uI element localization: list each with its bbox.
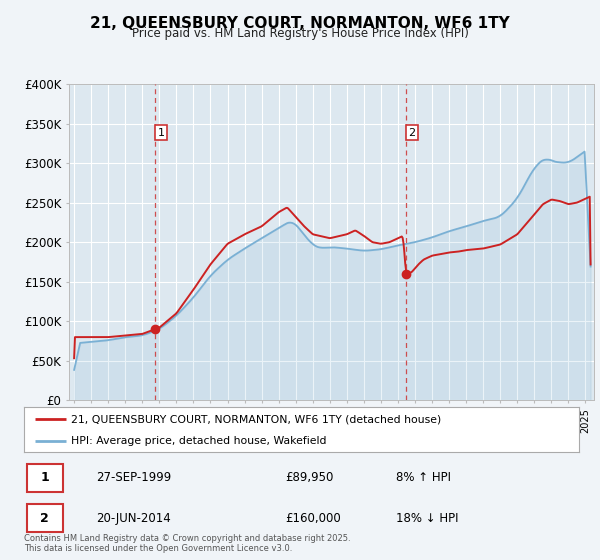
Text: 21, QUEENSBURY COURT, NORMANTON, WF6 1TY (detached house): 21, QUEENSBURY COURT, NORMANTON, WF6 1TY… xyxy=(71,414,442,424)
Text: 27-SEP-1999: 27-SEP-1999 xyxy=(96,472,172,484)
Text: £160,000: £160,000 xyxy=(285,512,341,525)
Text: 2: 2 xyxy=(409,128,416,138)
Text: 2: 2 xyxy=(40,512,49,525)
Text: 1: 1 xyxy=(157,128,164,138)
FancyBboxPatch shape xyxy=(27,504,63,532)
FancyBboxPatch shape xyxy=(27,464,63,492)
Text: Contains HM Land Registry data © Crown copyright and database right 2025.
This d: Contains HM Land Registry data © Crown c… xyxy=(24,534,350,553)
Text: 20-JUN-2014: 20-JUN-2014 xyxy=(96,512,171,525)
Text: 18% ↓ HPI: 18% ↓ HPI xyxy=(396,512,458,525)
Text: £89,950: £89,950 xyxy=(285,472,333,484)
Text: 8% ↑ HPI: 8% ↑ HPI xyxy=(396,472,451,484)
Text: Price paid vs. HM Land Registry's House Price Index (HPI): Price paid vs. HM Land Registry's House … xyxy=(131,27,469,40)
Text: HPI: Average price, detached house, Wakefield: HPI: Average price, detached house, Wake… xyxy=(71,436,326,446)
Text: 21, QUEENSBURY COURT, NORMANTON, WF6 1TY: 21, QUEENSBURY COURT, NORMANTON, WF6 1TY xyxy=(90,16,510,31)
Text: 1: 1 xyxy=(40,472,49,484)
